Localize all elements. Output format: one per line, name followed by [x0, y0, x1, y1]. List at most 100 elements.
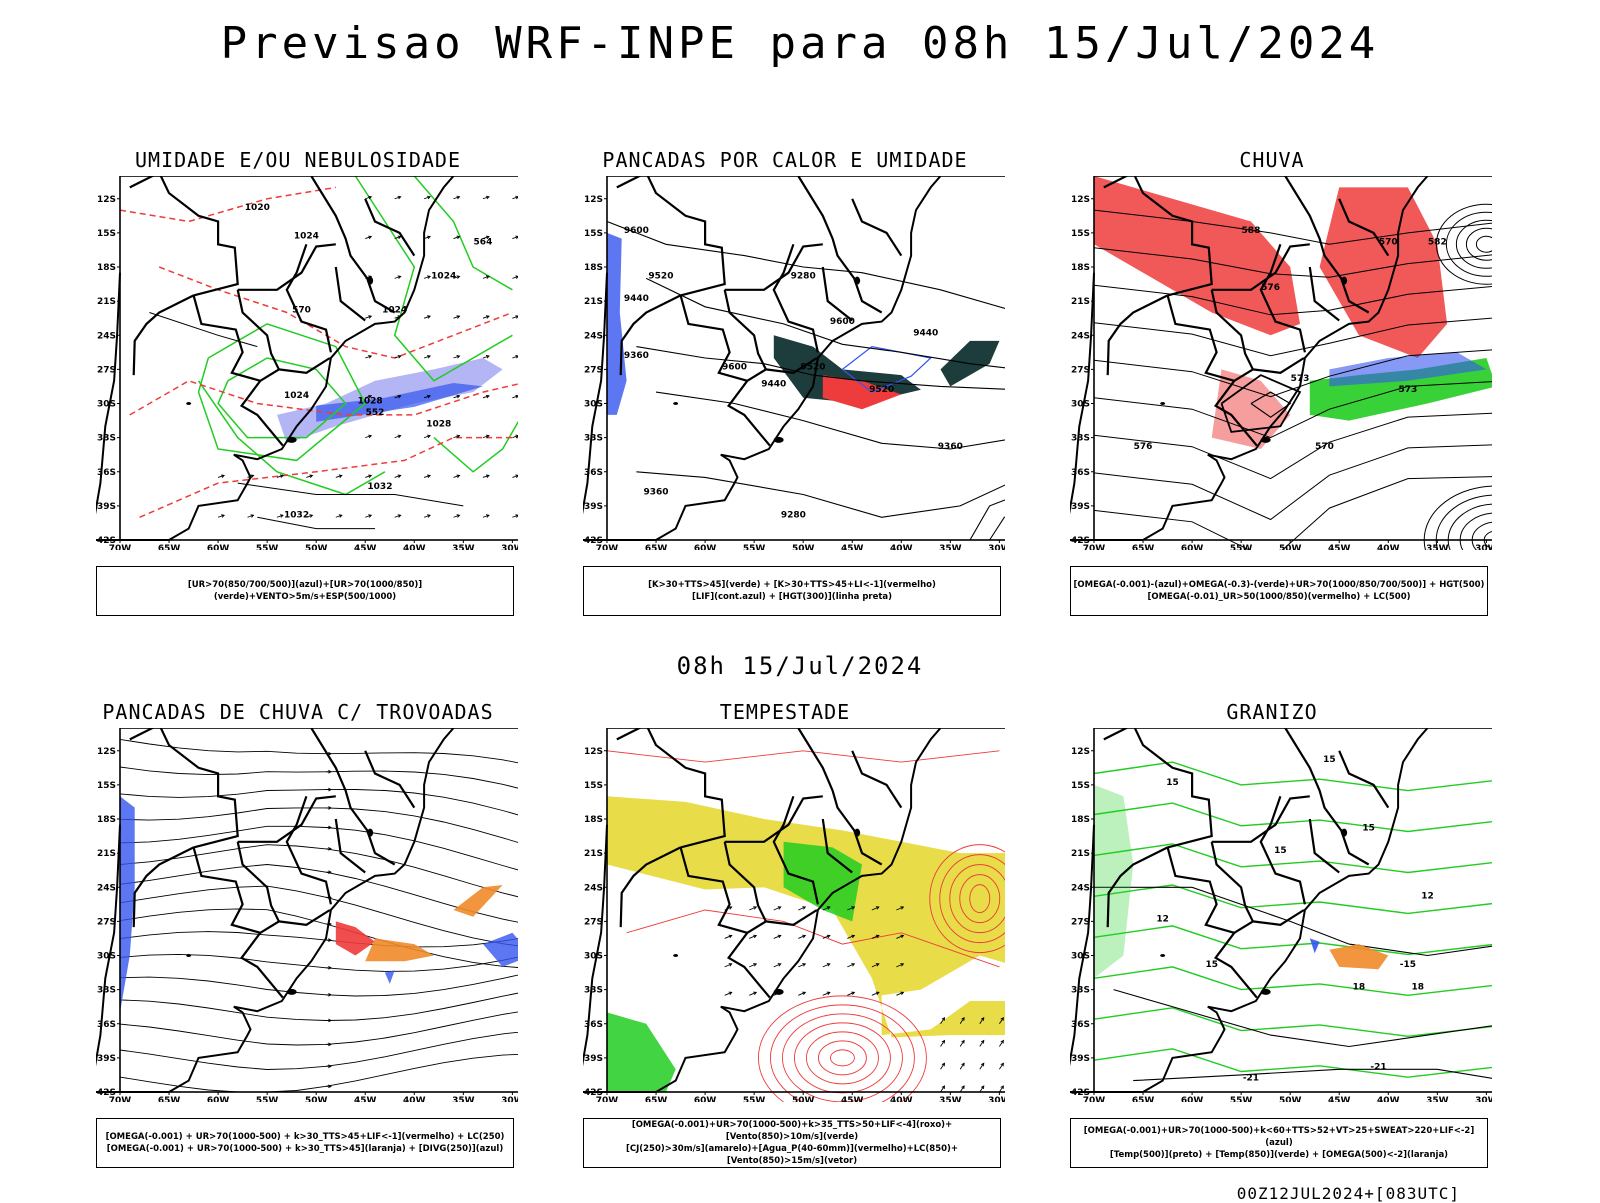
- vector-head: [328, 825, 332, 830]
- vector-head: [368, 235, 373, 240]
- vector-head: [826, 906, 831, 910]
- wind-vector: [453, 355, 460, 359]
- wind-vector: [871, 963, 880, 968]
- contour-label: -15: [1400, 960, 1416, 970]
- lat-label: 27S: [1071, 365, 1090, 375]
- wind-vector: [453, 475, 460, 478]
- state-border: [192, 847, 261, 934]
- contour-label: 15: [1323, 755, 1336, 765]
- wind-vector: [512, 196, 518, 200]
- contour-label: 588: [1242, 226, 1261, 236]
- basemap: [96, 176, 455, 541]
- map-frame: [606, 176, 1005, 541]
- legend-granizo: [OMEGA(-0.001)+UR>70(1000-500)+k<60+TTS>…: [1070, 1118, 1488, 1168]
- contour-label: 9280: [781, 510, 806, 520]
- lake: [854, 276, 861, 285]
- map-pancadas-calor: 9600 9520 9440 9360 9280 9600 9520 9440 9360 9600…: [583, 176, 1005, 550]
- state-border: [679, 847, 748, 934]
- contour-line: [989, 516, 1005, 541]
- vector-head: [397, 394, 402, 399]
- divergence: [120, 796, 135, 1013]
- vector-head: [941, 1016, 946, 1021]
- vector-head: [802, 991, 807, 995]
- lat-label: 27S: [97, 365, 116, 375]
- vector-head: [368, 315, 373, 319]
- wind-vector: [940, 1017, 945, 1024]
- panel-title: CHUVA: [1239, 148, 1305, 172]
- divergence: [483, 932, 518, 967]
- vector-head: [328, 787, 332, 792]
- vector-head: [728, 906, 733, 910]
- legend-line: [OMEGA(-0.001) + UR>70(1000-500) + k>30_…: [106, 1144, 504, 1154]
- vector-head: [397, 514, 402, 518]
- lon-label: 70W: [1083, 1096, 1106, 1102]
- vector-head: [456, 315, 461, 319]
- lat-label: 15S: [584, 781, 603, 791]
- lon-label: 55W: [743, 544, 766, 550]
- water-contour: [929, 844, 1005, 954]
- vector-head: [875, 991, 880, 995]
- vector-head: [826, 963, 831, 967]
- vector-head: [753, 991, 758, 995]
- lon-label: 35W: [1426, 544, 1449, 550]
- state-border: [285, 243, 332, 353]
- wind-vector: [940, 1040, 945, 1047]
- lon-label: 35W: [939, 544, 962, 550]
- wind-vector: [365, 355, 372, 359]
- state-border: [1338, 750, 1390, 809]
- lon-label: 55W: [1230, 544, 1253, 550]
- contour-line: [354, 176, 513, 382]
- water-contour: [949, 864, 1005, 934]
- state-border: [797, 728, 883, 866]
- lat-label: 42S: [584, 1088, 603, 1098]
- wind-vector: [423, 355, 431, 359]
- wind-vector: [453, 315, 460, 319]
- legend-line: [OMEGA(-0.001)+UR>70(1000-500)+k<60+TTS>…: [1083, 1126, 1475, 1148]
- vector-head: [728, 991, 733, 995]
- wind-vector: [365, 475, 372, 478]
- vector-head: [279, 514, 284, 518]
- lat-label: 15S: [1071, 229, 1090, 239]
- wind-vector: [482, 395, 490, 399]
- vector-head: [456, 514, 461, 518]
- lon-label: 30W: [501, 1096, 518, 1102]
- vector-head: [485, 434, 490, 439]
- wind-vector: [276, 475, 284, 478]
- lon-label: 65W: [645, 1096, 668, 1102]
- lat-label: 30S: [1071, 952, 1090, 962]
- vector-head: [961, 1016, 965, 1021]
- vector-head: [221, 474, 225, 478]
- lat-label: 30S: [584, 400, 603, 410]
- state-border: [1252, 909, 1305, 926]
- lon-label: 65W: [1132, 544, 1155, 550]
- lat-label: 12S: [584, 195, 603, 205]
- map-svg: 9600 9520 9440 9360 9280 9600 9520 9440 9360 9600…: [583, 176, 1005, 550]
- lat-label: 36S: [584, 468, 603, 478]
- wind-vector: [940, 1063, 945, 1070]
- contour-label: 1032: [284, 510, 309, 520]
- vector-head: [328, 965, 332, 970]
- lat-label: 39S: [1071, 502, 1090, 512]
- contour-line: [1250, 391, 1292, 418]
- state-border: [334, 818, 366, 874]
- wind-vector: [773, 963, 781, 968]
- lake: [1160, 954, 1166, 957]
- state-border: [1308, 266, 1340, 322]
- state-border: [1103, 728, 1213, 849]
- wind-vector: [482, 514, 490, 518]
- wind-vector: [365, 514, 372, 518]
- lon-label: 50W: [792, 544, 815, 550]
- panel-title: PANCADAS DE CHUVA C/ TROVOADAS: [102, 700, 494, 724]
- vector-head: [221, 514, 225, 518]
- lon-label: 60W: [1181, 1096, 1204, 1102]
- wind-vector: [940, 1085, 945, 1093]
- wind-850: [783, 841, 862, 922]
- wind-vector: [394, 435, 401, 439]
- contour-line: [636, 346, 1005, 390]
- contour-label: 1032: [367, 482, 392, 492]
- state-border: [310, 176, 396, 314]
- contour-line: [1093, 317, 1492, 357]
- state-border: [364, 198, 416, 257]
- wind-vector: [512, 395, 518, 399]
- lat-label: 15S: [97, 229, 116, 239]
